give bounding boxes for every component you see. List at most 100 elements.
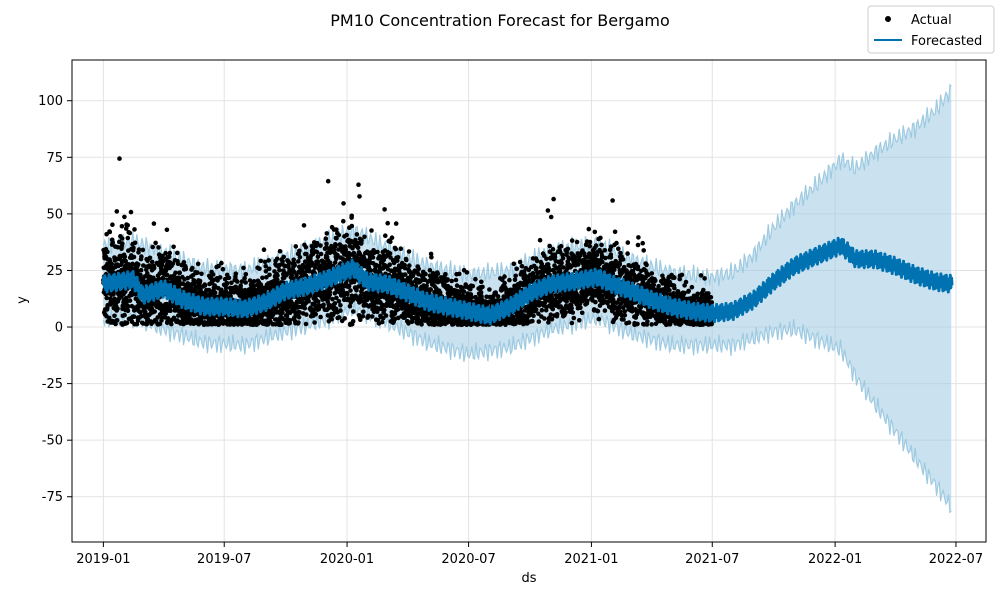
- actual-point: [519, 263, 525, 269]
- actual-point: [119, 224, 125, 229]
- actual-point: [595, 308, 601, 314]
- actual-point: [157, 321, 163, 327]
- actual-point: [112, 313, 117, 319]
- actual-point: [423, 271, 428, 277]
- actual-point: [315, 299, 321, 304]
- actual-point: [149, 259, 155, 265]
- actual-point: [266, 266, 272, 272]
- actual-point: [370, 255, 376, 260]
- actual-point: [150, 244, 155, 250]
- actual-point: [153, 240, 158, 246]
- actual-point: [547, 243, 552, 249]
- actual-point: [122, 214, 127, 220]
- actual-point: [318, 243, 323, 248]
- actual-point: [323, 236, 329, 241]
- actual-point: [127, 230, 133, 236]
- actual-point: [554, 312, 560, 317]
- actual-point: [602, 248, 608, 253]
- actual-point: [166, 254, 172, 259]
- actual-point: [350, 319, 356, 324]
- actual-point: [324, 231, 330, 236]
- actual-point: [574, 239, 580, 245]
- actual-point: [344, 232, 350, 238]
- actual-point: [653, 278, 658, 284]
- actual-point: [312, 320, 317, 325]
- actual-point: [183, 266, 189, 272]
- actual-point: [280, 259, 285, 264]
- actual-point: [138, 309, 143, 315]
- actual-point: [550, 306, 556, 312]
- actual-point: [502, 280, 507, 286]
- actual-point: [587, 239, 593, 245]
- actual-point: [138, 272, 143, 278]
- interval-lower-line: [102, 298, 952, 514]
- actual-point: [349, 213, 355, 219]
- actual-point: [321, 302, 326, 308]
- actual-point: [181, 260, 187, 265]
- actual-point: [610, 198, 615, 203]
- actual-point: [127, 298, 133, 303]
- actual-point: [395, 254, 401, 260]
- actual-point: [635, 321, 640, 327]
- actual-point: [274, 256, 280, 262]
- actual-point: [388, 239, 393, 245]
- actual-point: [593, 299, 598, 305]
- actual-point: [122, 312, 127, 318]
- actual-point: [551, 196, 556, 202]
- actual-point: [550, 247, 556, 252]
- actual-point: [286, 263, 291, 268]
- actual-point: [113, 321, 118, 327]
- actual-point: [330, 296, 335, 302]
- actual-point: [558, 243, 564, 249]
- actual-point: [117, 156, 122, 161]
- actual-point: [578, 305, 583, 311]
- actual-point: [361, 309, 366, 315]
- actual-point: [223, 285, 229, 291]
- actual-point: [336, 299, 342, 304]
- actual-point: [383, 233, 388, 238]
- actual-point: [191, 278, 197, 283]
- actual-point: [385, 220, 391, 226]
- actual-point: [233, 271, 239, 277]
- actual-point: [511, 261, 517, 267]
- actual-point: [175, 250, 180, 256]
- actual-point: [140, 247, 146, 253]
- actual-point: [199, 271, 204, 277]
- actual-point: [435, 271, 441, 277]
- actual-point: [132, 227, 137, 232]
- actual-point: [304, 251, 309, 257]
- actual-point: [626, 320, 632, 325]
- actual-point: [238, 283, 243, 288]
- actual-point: [338, 303, 343, 308]
- actual-point: [560, 255, 566, 261]
- actual-point: [314, 249, 320, 255]
- actual-point: [277, 267, 282, 273]
- actual-point: [616, 246, 621, 252]
- actual-point: [318, 251, 324, 257]
- actual-point: [263, 269, 269, 274]
- actual-point: [548, 214, 554, 220]
- actual-point: [190, 265, 195, 271]
- actual-point: [175, 261, 181, 267]
- actual-point: [387, 251, 393, 256]
- actual-point: [369, 314, 375, 319]
- actual-point: [382, 207, 387, 212]
- actual-point: [301, 223, 307, 228]
- actual-point: [151, 221, 157, 226]
- actual-point: [349, 223, 355, 229]
- interval-upper-line: [102, 83, 952, 287]
- actual-point: [228, 293, 233, 299]
- actual-point: [296, 320, 301, 325]
- actual-point: [565, 246, 571, 252]
- actual-point: [291, 269, 297, 275]
- actual-point: [379, 319, 385, 325]
- actual-point: [171, 315, 177, 321]
- actual-point: [104, 231, 109, 237]
- actual-point: [107, 229, 113, 235]
- actual-point: [115, 306, 120, 312]
- actual-point: [177, 270, 182, 276]
- actual-point: [243, 272, 249, 277]
- actual-point: [215, 278, 220, 283]
- actual-point: [296, 259, 301, 264]
- actual-point: [351, 309, 356, 314]
